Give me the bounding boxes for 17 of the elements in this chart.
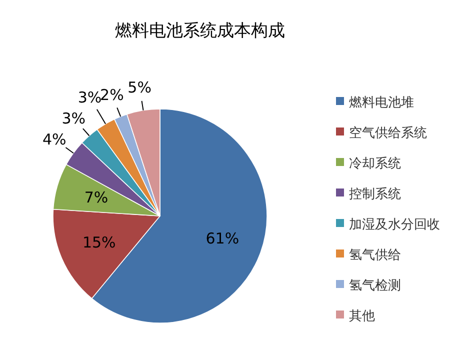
legend-label: 加湿及水分回收 bbox=[349, 218, 440, 233]
data-label: 7% bbox=[84, 188, 108, 207]
legend-label: 燃料电池堆 bbox=[349, 96, 414, 111]
legend-label: 其他 bbox=[349, 309, 375, 324]
legend-label: 控制系统 bbox=[349, 187, 401, 202]
legend-label: 氢气供给 bbox=[349, 248, 401, 264]
data-label: 3% bbox=[78, 88, 102, 107]
legend-label: 冷却系统 bbox=[349, 156, 401, 172]
chart-title: 燃料电池系统成本构成 bbox=[115, 21, 285, 41]
legend-label: 氢气检测 bbox=[349, 278, 401, 294]
data-label: 5% bbox=[128, 78, 152, 96]
data-label: 2% bbox=[100, 86, 124, 104]
data-label: 3% bbox=[62, 109, 86, 128]
data-label: 4% bbox=[42, 130, 66, 149]
legend-label: 空气供给系统 bbox=[349, 126, 427, 142]
data-label: 61% bbox=[206, 230, 240, 248]
data-label: 15% bbox=[82, 234, 116, 252]
